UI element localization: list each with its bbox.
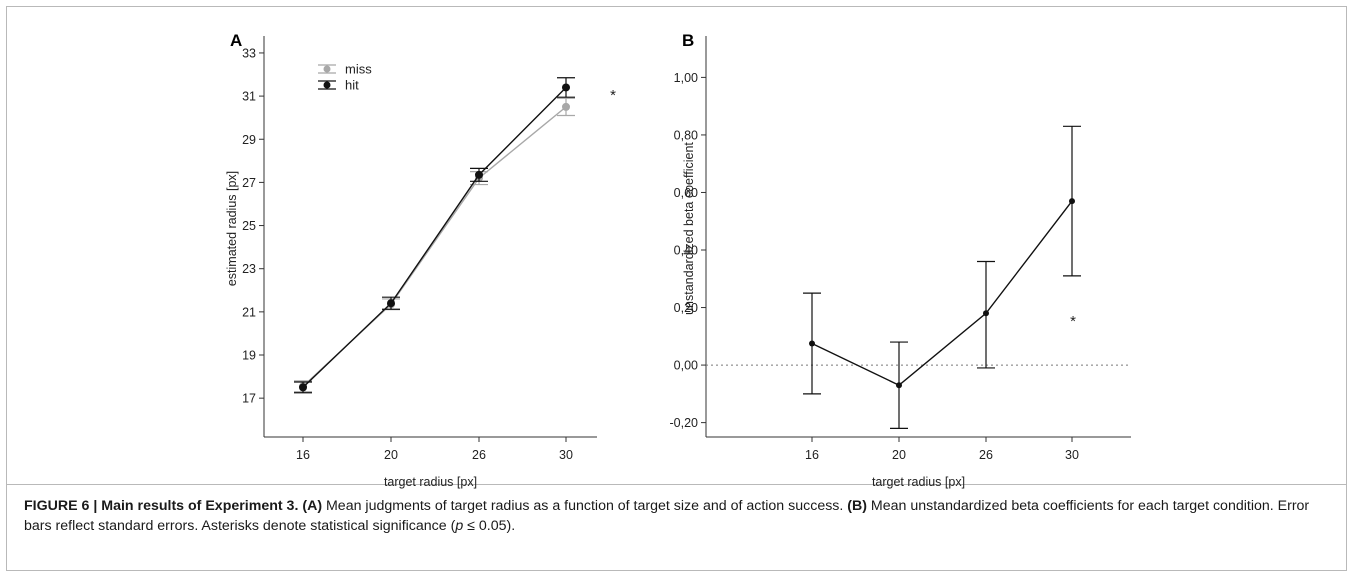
- y-tick-label: 21: [242, 305, 256, 319]
- significance-asterisk: *: [1070, 313, 1076, 330]
- x-tick-label: 16: [296, 448, 310, 462]
- caption-b-text: Mean unstandardized beta coefficients fo…: [24, 498, 1310, 534]
- legend-label-hit: hit: [345, 78, 359, 93]
- y-tick-label: 0,60: [674, 186, 698, 200]
- y-tick-label: 33: [242, 46, 256, 60]
- y-tick-label: 31: [242, 90, 256, 104]
- series-line-hit: [302, 86, 567, 388]
- x-tick-label: 20: [384, 448, 398, 462]
- y-tick-label: 19: [242, 349, 256, 363]
- y-tick-label: 0,00: [674, 359, 698, 373]
- caption-b-label: (B): [847, 498, 867, 514]
- significance-asterisk: *: [610, 87, 616, 104]
- x-tick-label: 26: [472, 448, 486, 462]
- figure-caption: FIGURE 6 | Main results of Experiment 3.…: [24, 496, 1334, 536]
- x-tick-label: 20: [892, 448, 906, 462]
- data-point-hit: [562, 83, 570, 92]
- data-point-hit: [387, 299, 395, 308]
- y-tick-label: 25: [242, 219, 256, 233]
- y-tick-label: 17: [242, 392, 256, 406]
- data-point: [1069, 198, 1075, 205]
- figure-frame: [6, 6, 1347, 571]
- data-point: [896, 382, 902, 389]
- caption-divider: [6, 484, 1347, 485]
- y-tick-label: 1,00: [674, 71, 698, 85]
- data-point: [983, 310, 989, 317]
- data-point-miss: [562, 102, 570, 111]
- caption-p-rest: ≤ 0.05).: [463, 518, 516, 534]
- y-tick-label: 27: [242, 176, 256, 190]
- data-point-hit: [475, 170, 483, 179]
- x-tick-label: 26: [979, 448, 993, 462]
- caption-a-label: (A): [302, 498, 323, 514]
- y-tick-label: -0,20: [670, 416, 699, 430]
- y-tick-label: 0,80: [674, 128, 698, 142]
- caption-p-variable: p: [455, 518, 464, 534]
- x-tick-label: 30: [559, 448, 573, 462]
- x-axis-label: target radius [px]: [384, 475, 477, 489]
- y-tick-label: 0,20: [674, 301, 698, 315]
- y-tick-label: 0,40: [674, 244, 698, 258]
- caption-lead: FIGURE 6 | Main results of Experiment 3.: [24, 498, 299, 514]
- data-point-hit: [299, 383, 307, 392]
- y-axis-label: estimated radius [px]: [225, 171, 239, 286]
- series-line: [811, 200, 1073, 387]
- y-axis-label: unstandardized beta coefficient: [682, 142, 696, 315]
- legend-marker-hit: [323, 81, 331, 89]
- panel-letter-b: B: [682, 31, 694, 50]
- legend-marker-miss: [323, 65, 331, 73]
- series-line-miss: [302, 106, 567, 387]
- y-tick-label: 29: [242, 133, 256, 147]
- legend-label-miss: miss: [345, 62, 372, 77]
- caption-a-text: Mean judgments of target radius as a fun…: [322, 498, 848, 514]
- x-tick-label: 16: [805, 448, 819, 462]
- x-tick-label: 30: [1065, 448, 1079, 462]
- y-tick-label: 23: [242, 262, 256, 276]
- x-axis-label: target radius [px]: [872, 475, 965, 489]
- panel-letter-a: A: [230, 31, 242, 50]
- data-point: [809, 340, 815, 347]
